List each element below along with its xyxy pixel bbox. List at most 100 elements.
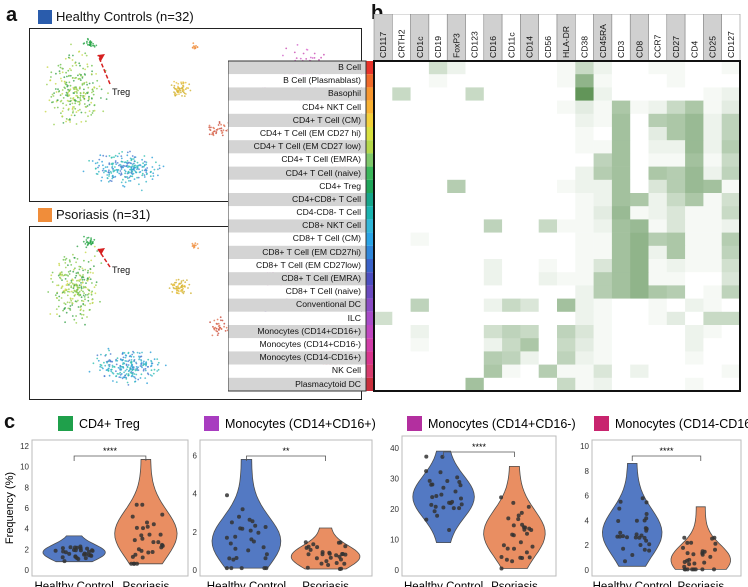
umap-point	[187, 287, 189, 289]
data-point	[527, 555, 532, 560]
heatmap-cell	[520, 100, 539, 115]
umap-point	[93, 104, 96, 106]
heatmap-cell	[447, 219, 466, 233]
umap-point	[196, 243, 199, 245]
heatmap-cell	[575, 285, 594, 299]
umap-point	[134, 164, 137, 167]
umap-point	[73, 257, 76, 259]
umap-point	[63, 256, 66, 258]
umap-point	[107, 360, 110, 362]
data-point	[511, 500, 516, 505]
heatmap-row-label: CD4+ T Cell (naive)	[285, 167, 361, 178]
umap-point	[74, 267, 76, 270]
heatmap-cell	[630, 127, 649, 141]
heatmap-cell	[611, 61, 631, 75]
umap-point	[60, 112, 62, 114]
umap-point	[62, 291, 64, 294]
umap-point	[158, 167, 161, 170]
umap-point	[318, 59, 320, 61]
umap-point	[130, 172, 133, 175]
umap-point	[59, 273, 61, 275]
umap-point	[175, 281, 178, 284]
data-point	[264, 552, 269, 557]
heatmap-cell	[410, 206, 430, 220]
umap-point	[105, 353, 107, 356]
umap-point	[183, 95, 186, 97]
umap-point	[111, 371, 114, 374]
umap-point	[100, 364, 103, 367]
heatmap-row-label: ILC	[347, 312, 361, 323]
umap-point	[61, 92, 64, 95]
heatmap-row-color-swatch	[366, 232, 374, 246]
data-point	[499, 495, 504, 500]
data-point	[62, 559, 67, 564]
umap-point	[132, 368, 135, 370]
umap-point	[75, 64, 78, 67]
heatmap-cell	[630, 140, 649, 154]
heatmap-cell	[593, 377, 613, 392]
heatmap-cell	[502, 325, 521, 339]
violin-body	[211, 458, 282, 569]
umap-point	[120, 166, 123, 169]
umap-point	[143, 174, 146, 177]
umap-point	[136, 161, 139, 164]
heatmap-cell	[465, 166, 485, 181]
heatmap-cell	[410, 127, 430, 141]
umap-point	[93, 286, 96, 289]
data-point	[263, 525, 268, 529]
umap-point	[135, 366, 138, 368]
heatmap-cell	[611, 153, 631, 167]
heatmap-label-frame	[228, 60, 367, 392]
umap-point	[93, 245, 96, 248]
data-point	[146, 550, 151, 555]
umap-point	[83, 296, 86, 298]
heatmap-cell	[538, 100, 558, 115]
y-tick-label: 20	[390, 505, 399, 514]
data-point	[691, 552, 696, 557]
heatmap-cell	[465, 285, 485, 299]
umap-point	[64, 288, 67, 291]
umap-point	[77, 306, 80, 308]
umap-point	[174, 94, 177, 97]
data-point	[327, 551, 332, 556]
umap-point	[61, 279, 63, 281]
treg-annotation-healthy: Treg	[112, 87, 131, 97]
heatmap-cell	[593, 351, 613, 365]
heatmap-cell	[593, 206, 613, 220]
heatmap-cell	[630, 325, 649, 339]
umap-point	[140, 365, 143, 367]
umap-point	[82, 92, 85, 95]
umap-point	[215, 327, 218, 330]
heatmap-cell	[593, 364, 613, 379]
heatmap-cell	[502, 232, 521, 247]
data-point	[305, 565, 310, 570]
umap-point	[178, 287, 181, 290]
umap-point	[216, 129, 219, 131]
heatmap-row-color-swatch	[366, 87, 374, 101]
heatmap-cell	[483, 127, 503, 141]
data-point	[262, 566, 267, 571]
heatmap-cell	[666, 61, 686, 75]
umap-point	[96, 354, 99, 357]
umap-point	[108, 175, 110, 177]
umap-point	[90, 242, 92, 244]
umap-point	[151, 156, 154, 159]
umap-point	[320, 56, 322, 59]
heatmap-cell	[428, 153, 448, 167]
heatmap-cell	[685, 74, 704, 88]
heatmap-cell	[447, 232, 466, 247]
umap-point	[144, 369, 147, 372]
umap-point	[64, 259, 67, 261]
heatmap-cell	[465, 153, 485, 167]
umap-point	[60, 297, 63, 299]
umap-point	[145, 171, 148, 174]
umap-point	[125, 354, 128, 357]
umap-point	[142, 368, 145, 371]
data-point	[68, 545, 73, 550]
heatmap-row-label: CD4+ Treg	[319, 180, 361, 191]
umap-point	[127, 170, 130, 173]
heatmap-row-color-swatch	[366, 100, 374, 114]
heatmap-cell	[483, 325, 503, 339]
umap-point	[72, 110, 74, 112]
data-point	[432, 509, 437, 514]
